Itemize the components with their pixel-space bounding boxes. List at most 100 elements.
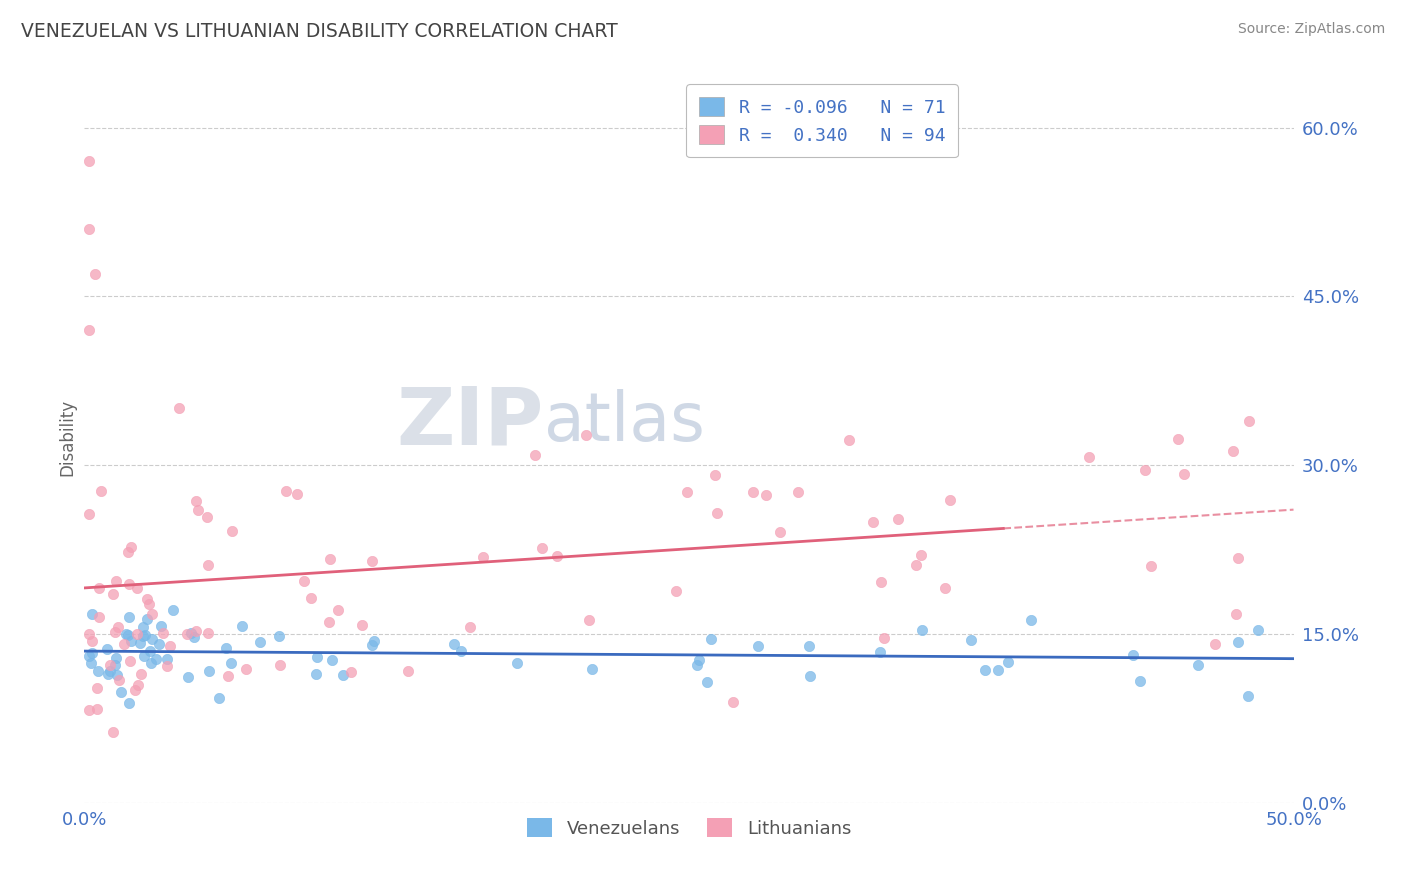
Point <box>80 633 103 648</box>
Point <box>872 631 894 645</box>
Point <box>77 627 100 641</box>
Point <box>118 696 141 710</box>
Point <box>150 619 173 633</box>
Point <box>129 667 152 681</box>
Point <box>328 603 350 617</box>
Point <box>292 574 315 588</box>
Point <box>77 508 100 522</box>
Point <box>152 625 174 640</box>
Point <box>104 574 127 588</box>
Point <box>269 657 291 672</box>
Point <box>131 629 153 643</box>
Point <box>138 597 160 611</box>
Point <box>117 577 139 591</box>
Point <box>305 650 328 665</box>
Point <box>321 653 343 667</box>
Point <box>197 665 219 679</box>
Point <box>1133 463 1156 477</box>
Point <box>83 267 105 281</box>
Point <box>363 634 385 648</box>
Point <box>1226 551 1249 566</box>
Point <box>219 656 242 670</box>
Point <box>443 637 465 651</box>
Point <box>352 617 374 632</box>
Point <box>77 222 100 236</box>
Point <box>90 483 112 498</box>
Point <box>141 632 163 646</box>
Point <box>159 639 181 653</box>
Point <box>104 658 127 673</box>
Point <box>1139 559 1161 574</box>
Point <box>132 648 155 663</box>
Point <box>905 558 928 572</box>
Point <box>127 678 149 692</box>
Point <box>77 648 100 663</box>
Point <box>80 607 103 621</box>
Point <box>127 581 149 595</box>
Point <box>1239 414 1261 428</box>
Point <box>118 610 141 624</box>
Point <box>97 667 120 681</box>
Point <box>77 703 100 717</box>
Text: atlas: atlas <box>544 390 704 456</box>
Point <box>910 548 932 562</box>
Point <box>974 664 997 678</box>
Point <box>177 670 200 684</box>
Point <box>221 524 243 538</box>
Point <box>704 467 727 482</box>
Point <box>1019 613 1042 627</box>
Point <box>136 612 159 626</box>
Point <box>581 662 603 676</box>
Point <box>148 637 170 651</box>
Point <box>472 550 495 565</box>
Point <box>217 669 239 683</box>
Point <box>134 628 156 642</box>
Point <box>887 511 910 525</box>
Point <box>155 652 177 666</box>
Point <box>141 657 163 671</box>
Point <box>1166 432 1188 446</box>
Text: VENEZUELAN VS LITHUANIAN DISABILITY CORRELATION CHART: VENEZUELAN VS LITHUANIAN DISABILITY CORR… <box>21 22 617 41</box>
Point <box>197 626 219 640</box>
Point <box>524 448 547 462</box>
Point <box>318 615 340 629</box>
Point <box>120 633 142 648</box>
Point <box>696 675 718 690</box>
Point <box>546 549 568 563</box>
Point <box>960 633 983 648</box>
Point <box>396 664 419 678</box>
Point <box>77 323 100 337</box>
Point <box>339 665 361 680</box>
Point <box>180 625 202 640</box>
Point <box>1226 635 1249 649</box>
Point <box>87 609 110 624</box>
Point <box>1222 444 1244 458</box>
Point <box>117 628 139 642</box>
Point <box>1247 623 1270 637</box>
Point <box>145 652 167 666</box>
Point <box>987 663 1010 677</box>
Point <box>86 702 108 716</box>
Point <box>141 607 163 622</box>
Point <box>1225 607 1247 621</box>
Point <box>274 483 297 498</box>
Point <box>103 587 125 601</box>
Point <box>665 583 688 598</box>
Point <box>187 502 209 516</box>
Point <box>911 623 934 637</box>
Point <box>688 653 710 667</box>
Point <box>96 641 118 656</box>
Point <box>530 541 553 555</box>
Point <box>1237 689 1260 703</box>
Point <box>107 620 129 634</box>
Point <box>1187 657 1209 672</box>
Point <box>80 646 103 660</box>
Point <box>124 683 146 698</box>
Point <box>1173 467 1195 481</box>
Point <box>186 624 208 638</box>
Point <box>117 545 139 559</box>
Point <box>700 632 723 647</box>
Point <box>77 154 100 169</box>
Y-axis label: Disability: Disability <box>58 399 76 475</box>
Legend: Venezuelans, Lithuanians: Venezuelans, Lithuanians <box>519 811 859 845</box>
